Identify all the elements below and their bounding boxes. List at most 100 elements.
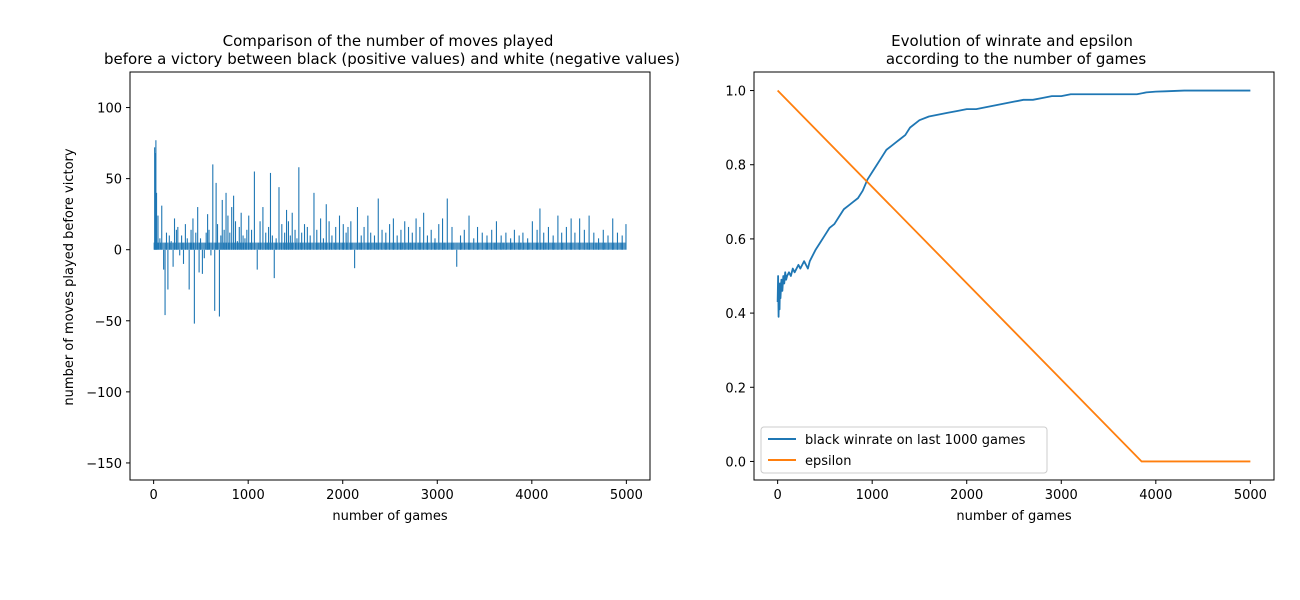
bar-baseline	[474, 242, 476, 250]
bar-baseline	[545, 242, 546, 250]
bar	[547, 226, 549, 250]
bar	[294, 229, 296, 250]
bar-baseline	[563, 242, 565, 250]
bar-baseline	[484, 242, 486, 250]
bar-baseline	[318, 242, 320, 250]
bar-baseline	[495, 242, 497, 250]
bar-baseline	[512, 242, 514, 250]
bar	[356, 207, 359, 250]
bar-baseline	[599, 242, 601, 250]
bar-baseline	[572, 242, 574, 250]
legend: black winrate on last 1000 games epsilon	[760, 426, 1048, 474]
bar-baseline	[504, 242, 506, 250]
bar-baseline	[467, 242, 469, 250]
bar-baseline	[456, 242, 458, 250]
bar-baseline	[424, 242, 426, 250]
bar	[212, 164, 214, 250]
bar-baseline	[252, 242, 254, 250]
bar-baseline	[279, 242, 281, 250]
bar-baseline	[369, 242, 371, 250]
bar	[268, 226, 270, 250]
bar-baseline	[618, 242, 620, 250]
bar-baseline	[601, 242, 603, 250]
bar-baseline	[547, 242, 549, 250]
bar-baseline	[354, 242, 356, 250]
bar	[287, 221, 289, 250]
bar-baseline	[621, 242, 622, 250]
plot-frame	[129, 71, 651, 481]
bar-baseline	[433, 242, 435, 250]
bar	[574, 232, 576, 250]
x-tick-label: 1000	[232, 488, 265, 503]
bar-baseline	[336, 242, 338, 250]
x-tick-label: 5000	[610, 488, 643, 503]
bar-baseline	[348, 242, 350, 250]
bar-baseline	[515, 242, 517, 250]
bar	[179, 249, 181, 256]
bar	[621, 235, 623, 250]
bar-baseline	[414, 242, 416, 250]
bar-baseline	[182, 242, 183, 250]
y-tick-label: 0.6	[725, 233, 746, 248]
bar-baseline	[422, 242, 424, 250]
bar-baseline	[329, 242, 331, 250]
bar-baseline	[380, 242, 382, 250]
bar	[446, 198, 448, 250]
bar-baseline	[255, 242, 257, 250]
bar	[392, 218, 394, 250]
bar	[522, 232, 524, 250]
bar-baseline	[411, 242, 413, 250]
bar	[350, 221, 352, 250]
bar-baseline	[153, 242, 155, 250]
bar-baseline	[436, 242, 438, 250]
bar-baseline	[297, 242, 299, 250]
bar-baseline	[465, 242, 467, 250]
bar	[184, 224, 186, 250]
bar	[322, 238, 324, 250]
bar-baseline	[562, 242, 563, 250]
bar-baseline	[550, 242, 552, 250]
bar-baseline	[623, 242, 625, 250]
x-tick-label: 0	[149, 488, 157, 503]
bar-baseline	[290, 242, 292, 250]
bar-baseline	[470, 242, 472, 250]
bar-baseline	[305, 242, 307, 250]
bar	[510, 238, 512, 250]
bar-baseline	[164, 242, 166, 250]
bar	[161, 205, 163, 250]
bar-baseline	[447, 242, 449, 250]
bar-baseline	[203, 242, 205, 250]
bar	[593, 232, 595, 250]
bar-baseline	[234, 242, 236, 250]
bar-baseline	[272, 242, 274, 250]
bar	[197, 207, 199, 250]
bar	[289, 235, 291, 250]
bar-baseline	[178, 242, 180, 250]
bar-baseline	[464, 242, 466, 250]
bar-baseline	[533, 242, 535, 250]
bar-baseline	[158, 242, 160, 250]
bar	[188, 249, 190, 290]
bar	[199, 238, 202, 250]
y-axis-label: number of moves played before victory	[62, 148, 77, 405]
bar	[396, 235, 398, 250]
bar	[198, 249, 200, 273]
bar-baseline	[280, 242, 282, 250]
bar	[173, 218, 176, 250]
bar-baseline	[162, 242, 164, 250]
bar-baseline	[600, 242, 602, 250]
bar	[539, 208, 541, 250]
bar-baseline	[517, 242, 519, 250]
bar-baseline	[352, 242, 354, 250]
bar-baseline	[462, 242, 464, 250]
bar-baseline	[211, 242, 213, 250]
bar	[473, 238, 475, 250]
bar-baseline	[490, 242, 492, 250]
bar	[552, 235, 554, 250]
bar-baseline	[372, 242, 374, 250]
y-tick-label: 0.2	[725, 381, 746, 396]
bar-baseline	[210, 242, 212, 250]
bar	[284, 232, 286, 250]
bar-baseline	[341, 242, 343, 250]
bar-baseline	[506, 242, 508, 250]
